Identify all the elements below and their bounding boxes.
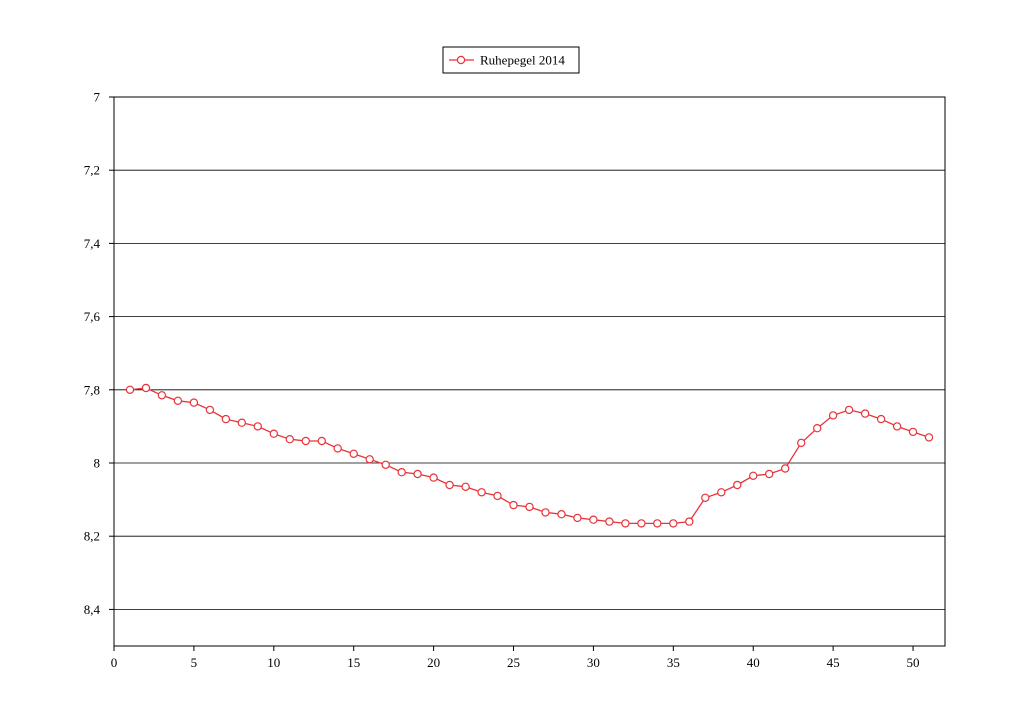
data-point bbox=[349, 449, 358, 458]
data-point bbox=[717, 488, 726, 497]
plot-area-frame bbox=[113, 96, 946, 647]
data-point bbox=[924, 433, 934, 442]
x-tick-label: 20 bbox=[427, 655, 440, 670]
data-point bbox=[333, 444, 342, 453]
data-point bbox=[685, 517, 694, 526]
data-point bbox=[573, 513, 582, 523]
series-layer bbox=[125, 383, 934, 528]
data-point bbox=[525, 502, 534, 512]
data-point bbox=[141, 383, 151, 393]
data-point bbox=[205, 405, 215, 415]
data-point bbox=[189, 398, 199, 407]
data-point bbox=[876, 414, 886, 424]
x-tick-label: 45 bbox=[827, 655, 840, 670]
x-tick-label: 35 bbox=[667, 655, 680, 670]
data-point bbox=[253, 422, 262, 431]
data-point bbox=[860, 409, 870, 418]
y-tick-label: 7,2 bbox=[84, 163, 100, 178]
legend-label: Ruhepegel 2014 bbox=[480, 53, 565, 68]
x-tick-label: 15 bbox=[347, 655, 360, 670]
data-point bbox=[493, 491, 502, 501]
data-point bbox=[765, 469, 774, 479]
x-tick-label: 25 bbox=[507, 655, 520, 670]
x-tick-label: 10 bbox=[267, 655, 280, 670]
y-tick-label: 8,2 bbox=[84, 529, 100, 544]
x-axis: 0 5 10 15 20 25 30 35 40 45 50 bbox=[111, 646, 920, 670]
y-tick-label: 7 bbox=[94, 90, 101, 105]
y-axis: 7 7,2 7,4 7,6 7,8 8 8,2 8,4 bbox=[84, 90, 114, 617]
data-point bbox=[397, 468, 406, 477]
data-point bbox=[813, 424, 822, 433]
data-point bbox=[781, 464, 790, 473]
data-point bbox=[844, 405, 854, 415]
data-point bbox=[221, 414, 231, 424]
data-point bbox=[908, 427, 918, 437]
data-point bbox=[269, 429, 278, 438]
x-tick-label: 5 bbox=[191, 655, 198, 670]
data-point bbox=[621, 519, 630, 528]
data-point bbox=[653, 519, 662, 528]
data-point bbox=[749, 471, 758, 480]
x-tick-label: 40 bbox=[747, 655, 760, 670]
data-point bbox=[589, 515, 598, 524]
legend-marker-swatch bbox=[456, 55, 466, 65]
grid-lines bbox=[114, 169, 945, 610]
data-point bbox=[477, 488, 486, 497]
data-point bbox=[157, 391, 167, 400]
data-point bbox=[892, 422, 902, 431]
x-tick-label: 50 bbox=[907, 655, 920, 670]
data-point bbox=[797, 438, 806, 448]
y-tick-label: 8,4 bbox=[84, 602, 101, 617]
data-point bbox=[733, 480, 742, 490]
y-tick-label: 7,6 bbox=[84, 309, 101, 324]
data-point bbox=[461, 482, 470, 491]
y-tick-label: 7,8 bbox=[84, 382, 100, 397]
data-point bbox=[828, 411, 838, 420]
data-point bbox=[445, 480, 454, 490]
data-point bbox=[317, 436, 326, 446]
data-point bbox=[365, 455, 374, 464]
data-point bbox=[125, 385, 135, 394]
data-point bbox=[701, 493, 710, 502]
data-point bbox=[173, 396, 183, 405]
y-tick-label: 7,4 bbox=[84, 236, 101, 251]
data-point bbox=[413, 469, 422, 479]
data-point bbox=[605, 517, 614, 526]
data-point bbox=[237, 418, 246, 427]
y-tick-label: 8 bbox=[94, 456, 101, 471]
data-point bbox=[669, 519, 678, 528]
data-point bbox=[285, 435, 294, 444]
data-point bbox=[381, 460, 390, 469]
x-tick-label: 30 bbox=[587, 655, 600, 670]
legend: Ruhepegel 2014 bbox=[442, 46, 580, 74]
x-tick-label: 0 bbox=[111, 655, 118, 670]
data-point bbox=[301, 436, 310, 446]
data-point bbox=[541, 508, 550, 517]
data-point bbox=[637, 519, 646, 528]
data-point bbox=[509, 500, 518, 510]
data-point bbox=[557, 510, 566, 519]
data-point bbox=[429, 473, 438, 482]
